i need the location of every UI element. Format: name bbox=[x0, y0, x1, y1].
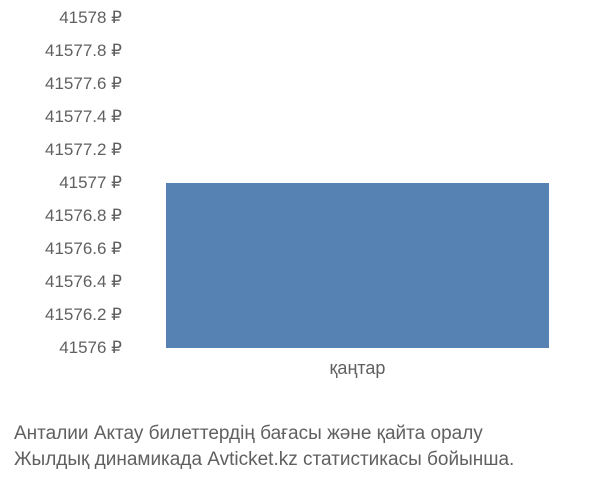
y-tick-label: 41576 ₽ bbox=[59, 338, 122, 358]
y-tick-label: 41577.4 ₽ bbox=[45, 107, 122, 127]
chart-container: 41578 ₽ 41577.8 ₽ 41577.6 ₽ 41577.4 ₽ 41577.… bbox=[0, 0, 600, 500]
y-tick-label: 41577.2 ₽ bbox=[45, 140, 122, 160]
y-tick-label: 41578 ₽ bbox=[59, 8, 122, 28]
y-tick-label: 41577 ₽ bbox=[59, 173, 122, 193]
y-axis: 41578 ₽41577.8 ₽41577.6 ₽41577.4 ₽41577.… bbox=[0, 18, 130, 348]
y-tick-label: 41576.2 ₽ bbox=[45, 305, 122, 325]
y-tick-label: 41576.8 ₽ bbox=[45, 206, 122, 226]
y-tick-label: 41577.8 ₽ bbox=[45, 41, 122, 61]
chart-caption: Анталии Актау билеттердің бағасы және қа… bbox=[14, 421, 594, 474]
y-tick-label: 41576.4 ₽ bbox=[45, 272, 122, 292]
caption-line-1: Анталии Актау билеттердің бағасы және қа… bbox=[14, 421, 594, 448]
y-tick-label: 41576.6 ₽ bbox=[45, 239, 122, 259]
y-tick-label: 41577.6 ₽ bbox=[45, 74, 122, 94]
bar bbox=[166, 183, 548, 348]
caption-line-2: Жылдық динамикада Avticket.kz статистика… bbox=[14, 447, 594, 474]
x-tick-label: қаңтар bbox=[330, 358, 386, 379]
plot-area: қаңтар bbox=[130, 18, 585, 348]
